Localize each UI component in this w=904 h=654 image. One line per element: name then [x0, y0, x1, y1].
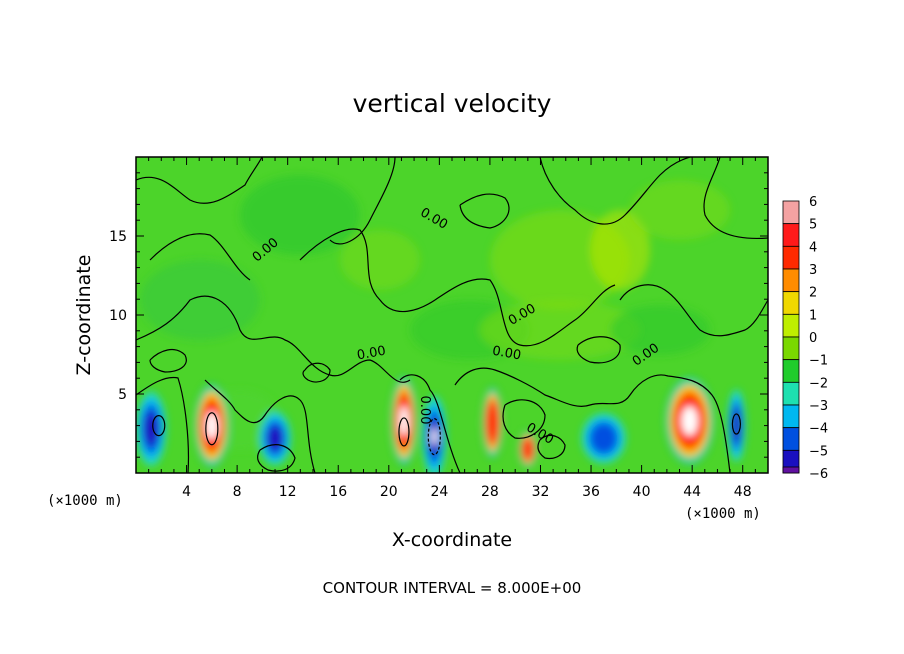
colorbar-swatch: [782, 466, 800, 474]
peak-contour: [398, 417, 410, 447]
x-tick-label: 32: [532, 484, 550, 500]
axis-ticks: [136, 157, 768, 473]
zero-contour-line: [204, 379, 316, 473]
zero-contour-line: [576, 336, 621, 364]
colorbar-swatch: [782, 200, 800, 225]
zero-contour-line: [537, 434, 566, 460]
negative-peak-contour: [427, 418, 441, 456]
y-tick-label: 15: [109, 229, 127, 245]
zero-contour-line: [136, 157, 263, 204]
colorbar-label: 4: [809, 240, 817, 255]
zero-contour-line: [539, 157, 691, 225]
field-patch: [630, 180, 730, 240]
contour-label: 0.00: [417, 396, 432, 425]
chart-title: vertical velocity: [353, 89, 552, 118]
colorbar-swatch: [782, 313, 800, 338]
downdraft-cell-1.2: [144, 412, 158, 446]
colorbar: 6 5 4 3 2 1 0 −1 −2 −3 −4 −5 −6: [782, 195, 828, 482]
colorbar-label: 2: [809, 286, 817, 301]
x-unit-label-left: (×1000 m): [47, 493, 123, 509]
colorbar-label: 5: [809, 218, 817, 233]
peak-contour: [205, 412, 219, 446]
colorbar-label: −1: [809, 354, 828, 369]
plot-area: 0.000.000.000.000.000.00 0.000.00: [135, 156, 769, 474]
colorbar-label: −6: [809, 467, 828, 482]
zero-contour-line: [299, 228, 616, 347]
colorbar-swatch: [782, 381, 800, 406]
x-tick-label: 28: [481, 484, 499, 500]
contour-label: 0.00: [356, 344, 387, 364]
updraft-cell-21.2: [399, 405, 409, 436]
zero-contour-line: [149, 233, 251, 281]
x-tick-label: 20: [380, 484, 398, 500]
zero-contour-line: [302, 362, 331, 383]
x-tick-label: 44: [683, 484, 701, 500]
colorbar-swatch: [782, 427, 800, 451]
x-tick-label: 36: [582, 484, 600, 500]
colorbar-label: 0: [809, 331, 817, 346]
colorbar-label: −3: [809, 399, 828, 414]
colorbar-swatch: [782, 359, 800, 383]
downdraft-cell-37: [590, 422, 618, 454]
x-tick-label: 16: [329, 484, 347, 500]
field-patch: [610, 305, 710, 355]
zero-contour-line: [619, 284, 768, 337]
zero-contour-line: [399, 374, 461, 473]
downdraft-cell-11: [267, 426, 283, 451]
zero-contour-line: [329, 157, 396, 245]
colorbar-label: −5: [809, 444, 828, 459]
zero-contour-line: [136, 376, 189, 473]
colorbar-label: −2: [809, 376, 828, 391]
x-unit-label-right: (×1000 m): [685, 506, 761, 522]
colorbar-label: 6: [809, 195, 817, 210]
updraft-cell-6: [206, 411, 218, 440]
zero-contour-line: [454, 367, 731, 473]
peak-contour: [731, 413, 742, 435]
velocity-field: [136, 175, 746, 473]
x-tick-label: 12: [279, 484, 297, 500]
zero-contour-line: [136, 295, 411, 383]
x-tick-label: 40: [633, 484, 651, 500]
x-axis-label: X-coordinate: [392, 529, 512, 551]
field-patch: [590, 210, 650, 290]
field-patch: [340, 230, 420, 290]
y-tick-labels: 5 10 15: [109, 229, 127, 403]
y-tick-label: 5: [118, 387, 127, 403]
updraft-cell-28.2: [486, 401, 499, 444]
contour-interval-note: CONTOUR INTERVAL = 8.000E+00: [323, 579, 582, 597]
zero-contour-line: [459, 193, 510, 229]
zero-contour-line: [502, 399, 546, 439]
updraft-cell-43.8: [681, 406, 698, 436]
x-tick-label: 4: [182, 484, 191, 500]
colorbar-swatch: [782, 223, 800, 247]
colorbar-swatch: [782, 404, 800, 429]
downdraft-cell-47.5: [732, 409, 741, 442]
x-tick-label: 24: [430, 484, 448, 500]
contour-label: 0.00: [491, 344, 522, 364]
peak-contour: [152, 415, 166, 437]
updraft-cell-31: [522, 438, 534, 461]
zero-contour-line: [149, 348, 187, 373]
y-axis-label: Z-coordinate: [73, 255, 95, 376]
colorbar-label: 1: [809, 308, 817, 323]
zero-contours: [136, 157, 768, 473]
downdraft-cell-23.6: [431, 427, 437, 446]
colorbar-swatch: [782, 336, 800, 361]
colorbar-swatch: [782, 268, 800, 293]
colorbar-label: 3: [809, 263, 817, 278]
y-tick-label: 10: [109, 308, 127, 324]
field-patch: [240, 175, 360, 255]
x-tick-label: 8: [233, 484, 242, 500]
x-tick-label: 48: [734, 484, 752, 500]
zero-contour-line: [703, 157, 768, 239]
x-tick-labels: 4 8 12 16 20 24 28 32 36 40 44 48: [182, 484, 752, 500]
colorbar-swatch: [782, 245, 800, 270]
field-patch: [140, 260, 260, 340]
colorbar-swatch: [782, 291, 800, 315]
colorbar-label: −4: [809, 422, 828, 437]
zero-contour-line: [257, 444, 296, 472]
